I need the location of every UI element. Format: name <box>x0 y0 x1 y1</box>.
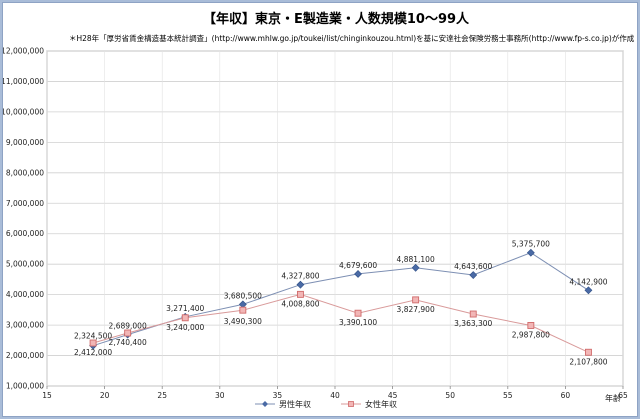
x-tick-label: 30 <box>215 391 225 400</box>
data-point <box>412 296 420 304</box>
y-tick-label: 4,000,000 <box>6 290 44 299</box>
data-point <box>526 248 535 257</box>
chart-title: 【年収】東京・E製造業・人数規模10〜99人 <box>203 11 470 27</box>
legend-entry-2: 女性年収 <box>341 399 397 409</box>
data-label: 2,740,400 <box>109 338 147 347</box>
x-tick-label: 25 <box>157 391 167 400</box>
x-tick-label: 65 <box>618 391 628 400</box>
data-point <box>124 329 132 337</box>
y-tick-label: 3,000,000 <box>6 321 44 330</box>
legend-label: 女性年収 <box>365 399 397 409</box>
data-label: 3,827,900 <box>397 305 435 314</box>
data-label: 4,881,100 <box>397 255 435 264</box>
data-point <box>239 306 247 314</box>
y-tick-label: 2,000,000 <box>6 351 44 360</box>
x-tick-label: 60 <box>561 391 571 400</box>
x-tick-label: 15 <box>42 391 52 400</box>
data-label: 4,679,600 <box>339 261 377 270</box>
data-point <box>584 348 592 356</box>
data-label: 4,643,600 <box>454 262 492 271</box>
line-chart: 【年収】東京・E製造業・人数規模10〜99人 ＊H28年「厚労省賃金構造基本統計… <box>3 11 635 409</box>
x-tick-label: 20 <box>100 391 110 400</box>
x-tick-label: 40 <box>330 391 340 400</box>
y-tick-label: 5,000,000 <box>6 260 44 269</box>
data-label: 2,987,800 <box>512 330 550 339</box>
x-tick-label: 35 <box>273 391 283 400</box>
x-tick-label: 50 <box>445 391 455 400</box>
data-label: 5,375,700 <box>512 240 550 249</box>
data-label: 3,271,400 <box>166 304 204 313</box>
data-point <box>354 309 362 317</box>
series-line <box>92 293 589 353</box>
data-point <box>584 286 593 295</box>
data-point <box>89 339 97 347</box>
legend-label: 男性年収 <box>279 399 311 409</box>
legend-marker <box>348 401 354 407</box>
x-axis-title: 年齢 <box>605 393 621 403</box>
data-point <box>527 322 535 329</box>
data-point <box>469 271 478 279</box>
data-label: 3,390,100 <box>339 318 377 327</box>
y-tick-label: 7,000,000 <box>6 199 44 208</box>
x-tick-label: 55 <box>503 391 513 400</box>
legend-marker <box>262 401 268 407</box>
data-label: 3,240,000 <box>166 323 204 332</box>
data-point <box>411 263 420 272</box>
data-label: 2,412,000 <box>74 348 112 357</box>
y-tick-label: 9,000,000 <box>6 138 44 147</box>
data-label: 2,689,000 <box>109 322 147 331</box>
y-tick-label: 6,000,000 <box>6 229 44 238</box>
chart-subtitle: ＊H28年「厚労省賃金構造基本統計調査」(http://www.mhlw.go.… <box>69 33 635 43</box>
y-tick-label: 8,000,000 <box>6 168 44 177</box>
data-label: 3,490,300 <box>224 317 262 326</box>
y-tick-label: 1,000,000 <box>6 382 44 391</box>
data-label: 4,327,800 <box>281 272 319 281</box>
data-point <box>469 310 477 318</box>
series-2 <box>89 290 592 356</box>
x-tick-label: 45 <box>388 391 398 400</box>
data-point <box>296 280 305 289</box>
legend-entry-1: 男性年収 <box>255 399 311 409</box>
data-label: 2,324,500 <box>74 332 112 341</box>
axes: 1,000,000 2,000,000 3,000,000 4,000,000 5,00… <box>3 47 628 401</box>
data-label: 2,107,800 <box>569 357 607 366</box>
y-tick-label: 10,000,000 <box>3 107 44 116</box>
data-label: 3,363,300 <box>454 319 492 328</box>
y-tick-label: 12,000,000 <box>3 47 44 56</box>
legend: 男性年収 女性年収 <box>255 399 397 409</box>
data-point <box>181 314 189 322</box>
y-tick-label: 11,000,000 <box>3 77 44 86</box>
data-label: 4,008,800 <box>281 299 319 308</box>
data-point <box>296 290 304 298</box>
data-label: 4,142,900 <box>569 277 607 286</box>
data-label: 3,680,500 <box>224 291 262 300</box>
data-point <box>354 270 362 278</box>
